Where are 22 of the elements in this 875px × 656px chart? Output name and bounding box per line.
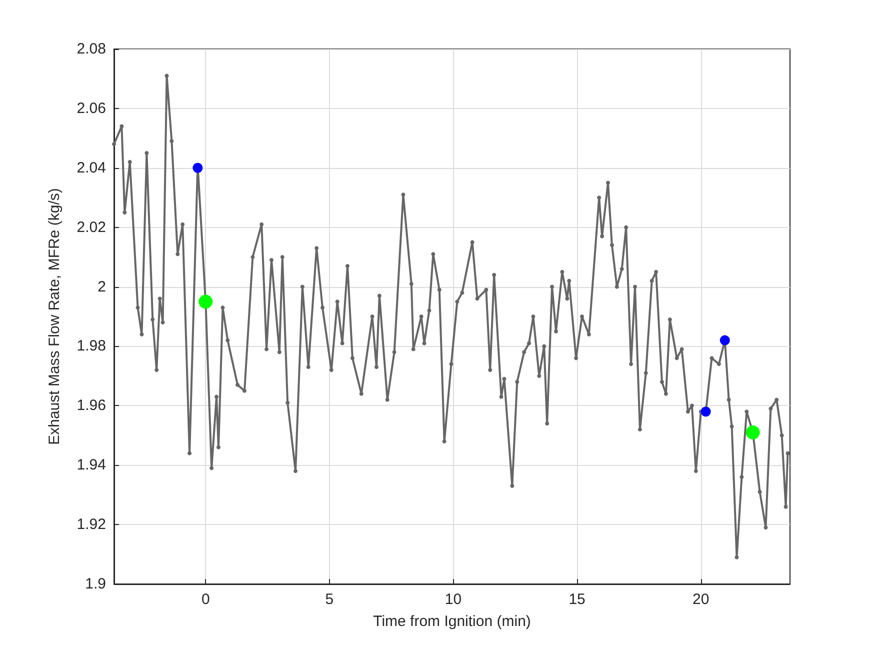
point [198,294,213,309]
y-tick-label: 2 [98,278,106,296]
y-axis-title: Exhaust Mass Flow Rate, MFRe (kg/s) [46,188,63,445]
y-tick-label: 2.02 [76,218,106,236]
x-tick-label: 0 [201,591,210,608]
y-tick-label: 2.04 [76,159,106,176]
x-tick-label: 20 [692,591,710,608]
y-tick-label: 1.94 [76,456,106,474]
y-tick-label: 1.98 [76,338,106,355]
point [700,406,711,417]
x-tick-label: 15 [568,591,586,608]
point [746,425,760,440]
y-tick-label: 2.08 [76,40,106,58]
point [192,162,203,173]
x-axis-title: Time from Ignition (min) [373,613,531,630]
y-tick-label: 1.9 [85,576,106,592]
y-tick-label: 1.92 [76,516,106,534]
y-tick-label: 2.06 [76,100,106,117]
x-tick-label: 5 [325,591,334,608]
point [720,335,730,346]
x-tick-label: 10 [444,591,462,608]
y-tick-label: 1.96 [76,397,106,414]
